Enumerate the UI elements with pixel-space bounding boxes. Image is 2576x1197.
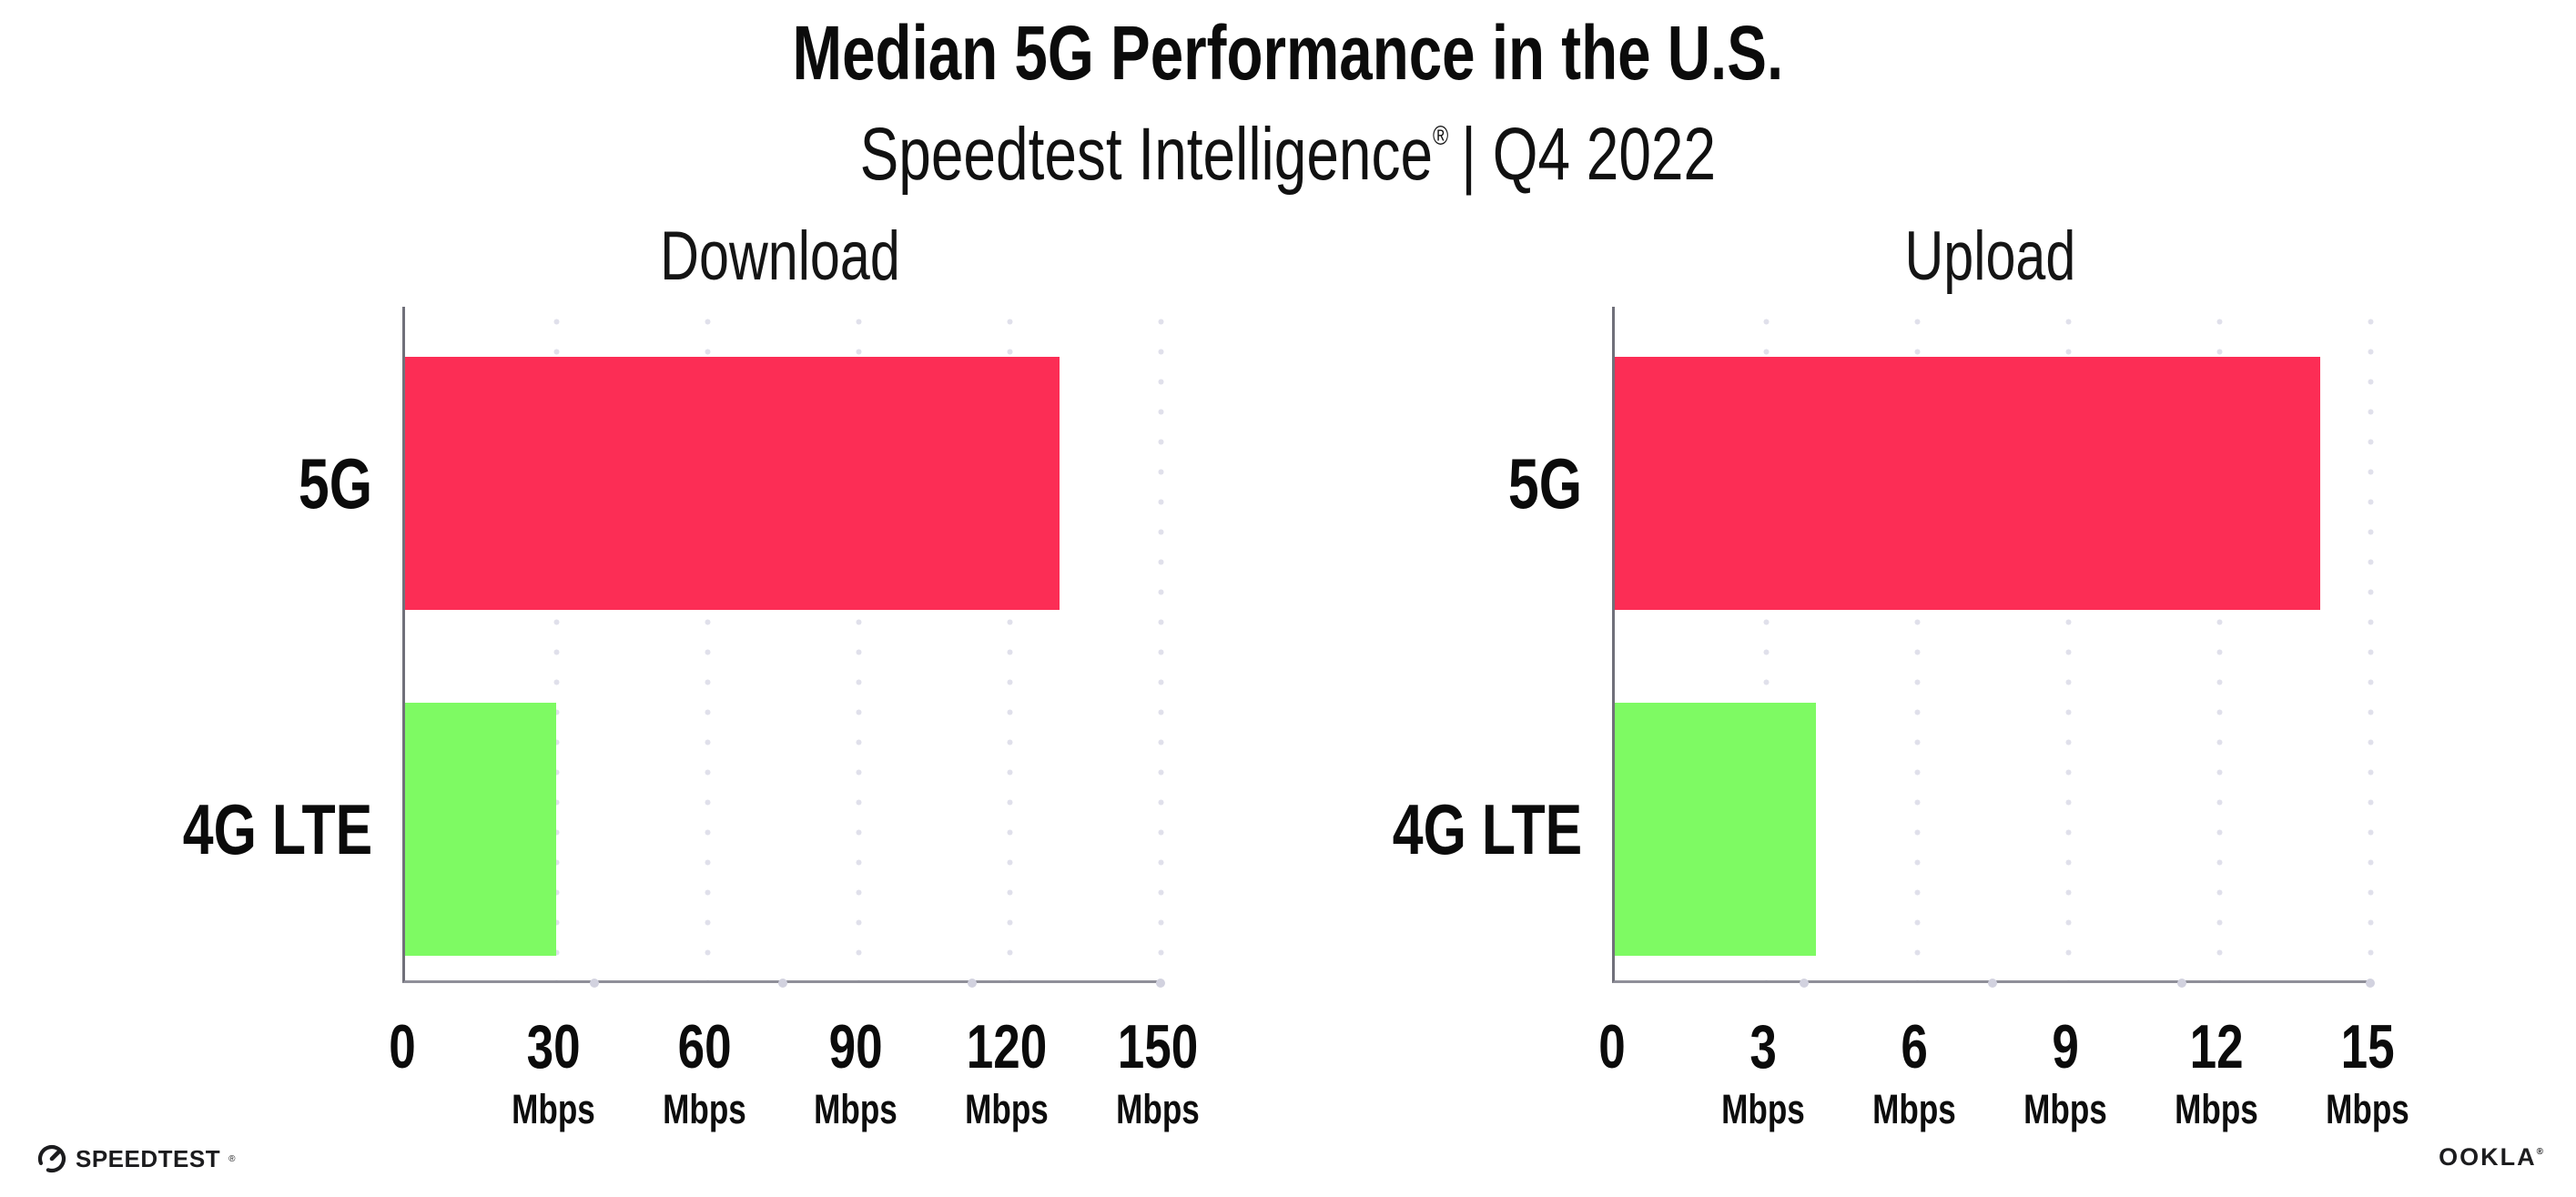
subtitle-text: Speedtest Intelligence® | Q4 2022 (860, 95, 1716, 197)
page-title: Median 5G Performance in the U.S. (0, 11, 2576, 95)
x-tick-value: 15 (2340, 1012, 2395, 1081)
gridline-120-mbps (1007, 307, 1013, 980)
x-tick-value: 30 (526, 1012, 581, 1081)
x-tick-15: 15 Mbps (2314, 1014, 2421, 1132)
y-label-text: 4G LTE (1392, 789, 1582, 869)
axis-marker-dot (589, 979, 599, 988)
y-label-5g: 5G (1145, 441, 1582, 525)
x-tick-value: 150 (1117, 1012, 1199, 1081)
upload-chart-title: Upload (1904, 218, 2075, 295)
x-tick-unit: Mbps (2326, 1086, 2409, 1132)
ookla-trademark-icon: ® (2536, 1147, 2545, 1157)
upload-x-axis: 0 3 Mbps 6 Mbps 9 Mbps 12 Mbps 15 Mbps (1598, 1014, 2409, 1141)
page-title-text: Median 5G Performance in the U.S. (792, 10, 1784, 96)
y-label-text: 5G (298, 443, 372, 523)
x-tick-unit: Mbps (512, 1086, 595, 1132)
x-tick-30: 30 Mbps (500, 1014, 607, 1132)
download-x-axis: 0 30 Mbps 60 Mbps 90 Mbps 120 Mbps 150 Mbps (389, 1014, 1200, 1141)
axis-marker-dot (778, 979, 787, 988)
axis-marker-dot (1988, 979, 1997, 988)
x-tick-value: 120 (966, 1012, 1048, 1081)
gridline-30-mbps (553, 307, 560, 980)
speedtest-gauge-icon (37, 1144, 66, 1173)
x-tick-6: 6 Mbps (1861, 1014, 1968, 1132)
speedtest-wordmark: SPEEDTEST (76, 1144, 221, 1172)
x-tick-3: 3 Mbps (1709, 1014, 1817, 1132)
ookla-wordmark: OOKLA (2439, 1143, 2537, 1171)
y-label-4g-lte: 4G LTE (1145, 787, 1582, 871)
x-tick-value: 12 (2189, 1012, 2244, 1081)
subtitle: Speedtest Intelligence® | Q4 2022 (0, 95, 2576, 197)
download-chart-title: Download (660, 218, 900, 295)
x-tick-value: 60 (677, 1012, 732, 1081)
x-tick-0: 0 (1595, 1014, 1629, 1080)
y-label-text: 4G LTE (182, 789, 372, 869)
subtitle-period: | Q4 2022 (1461, 113, 1717, 196)
subtitle-brand: Speedtest Intelligence (859, 113, 1434, 196)
bar-4g-lte-upload (1615, 703, 1817, 956)
axis-marker-dot (2176, 979, 2186, 988)
x-tick-unit: Mbps (2175, 1086, 2258, 1132)
bar-5g-download (405, 357, 1060, 610)
x-tick-60: 60 Mbps (651, 1014, 758, 1132)
x-tick-unit: Mbps (814, 1086, 898, 1132)
axis-marker-dot (1156, 979, 1165, 988)
gridline-12-mbps (2216, 307, 2223, 980)
gridline-60-mbps (705, 307, 711, 980)
speedtest-trademark-icon: ® (228, 1153, 236, 1164)
x-tick-unit: Mbps (965, 1086, 1049, 1132)
x-tick-9: 9 Mbps (2012, 1014, 2119, 1132)
x-tick-120: 120 Mbps (953, 1014, 1060, 1132)
x-tick-12: 12 Mbps (2163, 1014, 2270, 1132)
x-tick-value: 3 (1749, 1012, 1777, 1081)
axis-marker-dot (1799, 979, 1809, 988)
x-tick-unit: Mbps (663, 1086, 746, 1132)
speedtest-logo: SPEEDTEST ® (36, 1140, 235, 1178)
bar-5g-upload (1615, 357, 2320, 610)
axis-marker-dot (2366, 979, 2375, 988)
gridline-3-mbps (1763, 307, 1770, 980)
y-label-4g-lte: 4G LTE (0, 787, 372, 871)
x-tick-value: 9 (2052, 1012, 2079, 1081)
gridline-90-mbps (856, 307, 862, 980)
x-tick-value: 6 (1901, 1012, 1928, 1081)
y-label-text: 5G (1507, 443, 1582, 523)
gridline-6-mbps (1914, 307, 1921, 980)
x-tick-value: 90 (828, 1012, 883, 1081)
x-tick-150: 150 Mbps (1104, 1014, 1212, 1132)
y-label-5g: 5G (0, 441, 372, 525)
x-tick-value: 0 (1598, 1012, 1626, 1081)
gridline-9-mbps (2065, 307, 2072, 980)
x-tick-unit: Mbps (1721, 1086, 1805, 1132)
x-tick-unit: Mbps (1872, 1086, 1956, 1132)
upload-plot-area: 5G 4G LTE (1393, 307, 2375, 988)
download-plot-area: 5G 4G LTE (183, 307, 1165, 988)
bar-4g-lte-download (405, 703, 556, 956)
x-tick-90: 90 Mbps (802, 1014, 909, 1132)
x-tick-unit: Mbps (1116, 1086, 1200, 1132)
gridline-150-mbps (1158, 307, 1164, 980)
x-tick-unit: Mbps (2023, 1086, 2107, 1132)
x-tick-0: 0 (385, 1014, 420, 1080)
ookla-logo: OOKLA® (2439, 1143, 2545, 1172)
registered-trademark-icon: ® (1433, 121, 1449, 151)
gridline-15-mbps (2368, 307, 2374, 980)
axis-marker-dot (967, 979, 977, 988)
x-tick-value: 0 (389, 1012, 416, 1081)
